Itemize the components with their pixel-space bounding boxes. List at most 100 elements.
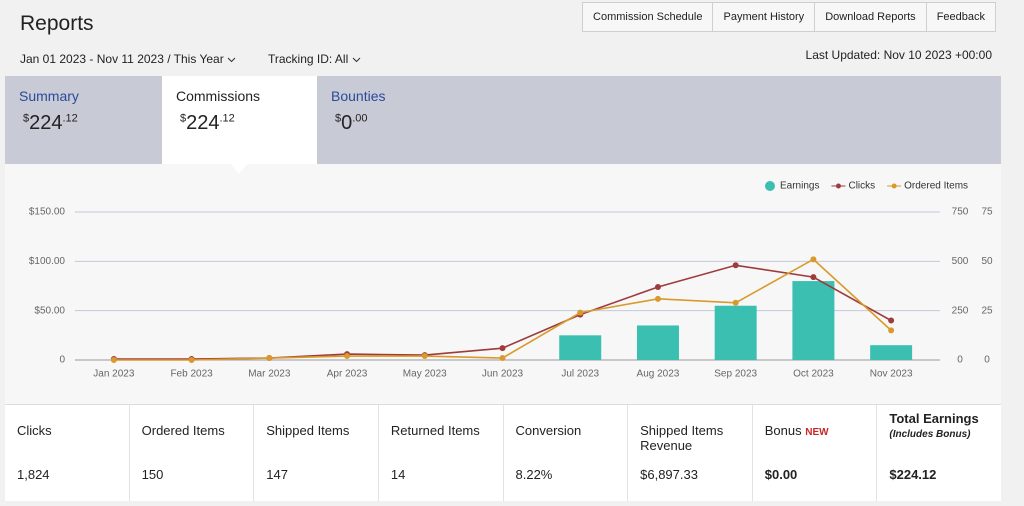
tick-label: 25 xyxy=(981,305,993,316)
stat-cell: Total Earnings (Includes Bonus) $224.12 xyxy=(876,405,1001,501)
date-range-dropdown[interactable]: Jan 01 2023 - Nov 11 2023 / This Year xyxy=(20,52,236,66)
point xyxy=(888,317,895,324)
stat-cell: Conversion 8.22% xyxy=(502,405,628,501)
tick-label: 0 xyxy=(59,355,65,366)
point xyxy=(654,295,661,302)
bar xyxy=(870,345,913,360)
stats-row: Clicks 1,824 Ordered Items 150 Shipped Items… xyxy=(5,404,1001,501)
x-tick-label: Apr 2023 xyxy=(327,369,368,380)
nav-button[interactable]: Commission Schedule xyxy=(593,11,703,23)
stat-value: 150 xyxy=(141,467,164,482)
tab-pointer xyxy=(231,164,247,174)
point xyxy=(344,353,351,360)
point xyxy=(421,353,428,360)
amount-fraction: .12 xyxy=(62,112,78,125)
tick-label: 0 xyxy=(984,355,990,366)
nav-button[interactable]: Download Reports xyxy=(814,3,926,31)
stat-label-text: Total Earnings xyxy=(889,411,979,426)
stat-label: Shipped Items Revenue xyxy=(640,423,752,453)
legend-label: Clicks xyxy=(848,181,875,192)
point xyxy=(810,256,817,263)
stat-label-text: Conversion xyxy=(515,423,582,438)
point xyxy=(732,262,739,269)
stat-label: Total Earnings (Includes Bonus) xyxy=(889,411,978,440)
point xyxy=(654,283,661,290)
legend-swatch xyxy=(835,183,841,189)
point xyxy=(732,299,739,306)
chevron xyxy=(227,57,236,63)
tick-label: $150.00 xyxy=(29,207,66,218)
x-tick-label: Nov 2023 xyxy=(870,369,913,380)
chart-panel: 0 $50.00 $100.00 $150.00 0 250 500 750 0 25 50 75 Ja… xyxy=(5,164,1001,404)
tracking-id: Tracking ID: All xyxy=(268,52,349,66)
tab-label: Summary xyxy=(19,88,79,104)
bar xyxy=(714,305,757,360)
point xyxy=(499,355,506,362)
point xyxy=(110,357,117,363)
stat-value: 14 xyxy=(390,467,406,482)
stat-label: Returned Items xyxy=(391,423,480,438)
stat-cell: Shipped Items 147 xyxy=(253,405,378,501)
tab-amount: $224.12 xyxy=(180,112,235,135)
chart: 0 $50.00 $100.00 $150.00 0 250 500 750 0 25 50 75 Ja… xyxy=(29,164,993,380)
tracking-dropdown[interactable]: Tracking ID: All xyxy=(268,52,361,66)
amount-whole: 0 xyxy=(341,112,353,134)
amount-whole: 224 xyxy=(186,112,220,134)
legend-item[interactable]: Clicks xyxy=(831,181,875,192)
currency: $ xyxy=(335,112,342,125)
tick-label: 75 xyxy=(981,207,993,218)
tick-label: 50 xyxy=(981,256,993,267)
tab-amount: $224.12 xyxy=(23,112,78,135)
stat-cell: Returned Items 14 xyxy=(377,405,503,501)
stat-cell: Clicks 1,824 xyxy=(5,405,129,501)
bar xyxy=(792,281,835,360)
amount-fraction: .12 xyxy=(219,112,235,125)
legend-swatch xyxy=(891,183,897,189)
stat-value: 147 xyxy=(266,467,288,482)
stat-label-text: Ordered Items xyxy=(141,423,225,438)
tab[interactable]: Summary $224.12 xyxy=(5,76,160,164)
nav-button[interactable]: Feedback xyxy=(925,3,995,31)
stat-value: 8.22% xyxy=(515,467,553,482)
x-tick-label: Mar 2023 xyxy=(248,369,291,380)
tick-label: 500 xyxy=(952,256,969,267)
x-tick-label: Jun 2023 xyxy=(482,369,524,380)
tab-bar: Summary $224.12 Commissions $224.12 Bounti… xyxy=(5,76,1001,164)
tab[interactable]: Bounties $0.00 xyxy=(317,76,472,164)
legend-item[interactable]: Ordered Items xyxy=(887,181,968,192)
stat-value: 1,824 xyxy=(17,467,50,482)
stat-label-text: Shipped Items xyxy=(266,423,350,438)
last-updated: Last Updated: Nov 10 2023 +00:00 xyxy=(805,48,992,62)
x-tick-label: Jul 2023 xyxy=(561,369,599,380)
tick-label: 250 xyxy=(952,305,969,316)
point xyxy=(266,355,273,362)
amount-fraction: .00 xyxy=(352,112,368,125)
point xyxy=(577,309,584,316)
x-tick-label: May 2023 xyxy=(403,369,447,380)
line xyxy=(113,264,892,360)
stat-label: Clicks xyxy=(17,423,52,438)
x-tick-label: Feb 2023 xyxy=(170,369,213,380)
stat-note: (Includes Bonus) xyxy=(889,429,971,440)
chevron xyxy=(352,57,360,63)
stat-label-text: Clicks xyxy=(17,423,52,438)
stat-value: $224.12 xyxy=(889,467,937,482)
tab-label: Bounties xyxy=(331,88,386,104)
tab[interactable]: Commissions $224.12 xyxy=(162,76,317,164)
stat-cell: Ordered Items 150 xyxy=(128,405,254,501)
stat-label: Bonus NEW xyxy=(765,423,829,438)
nav-button[interactable]: Payment History xyxy=(712,3,814,31)
stat-label: Ordered Items xyxy=(142,423,225,438)
point xyxy=(499,345,506,352)
stat-value: $0.00 xyxy=(764,467,798,482)
currency: $ xyxy=(23,112,30,125)
x-tick-label: Oct 2023 xyxy=(793,369,834,380)
tick-label: $100.00 xyxy=(29,256,66,267)
legend-item[interactable]: Earnings xyxy=(765,181,819,192)
stat-label-text: Returned Items xyxy=(390,423,480,438)
date-range: Jan 01 2023 - Nov 11 2023 / This Year xyxy=(20,52,224,66)
new-badge: NEW xyxy=(805,427,829,438)
legend-label: Ordered Items xyxy=(904,181,968,192)
legend-label: Earnings xyxy=(780,181,819,192)
